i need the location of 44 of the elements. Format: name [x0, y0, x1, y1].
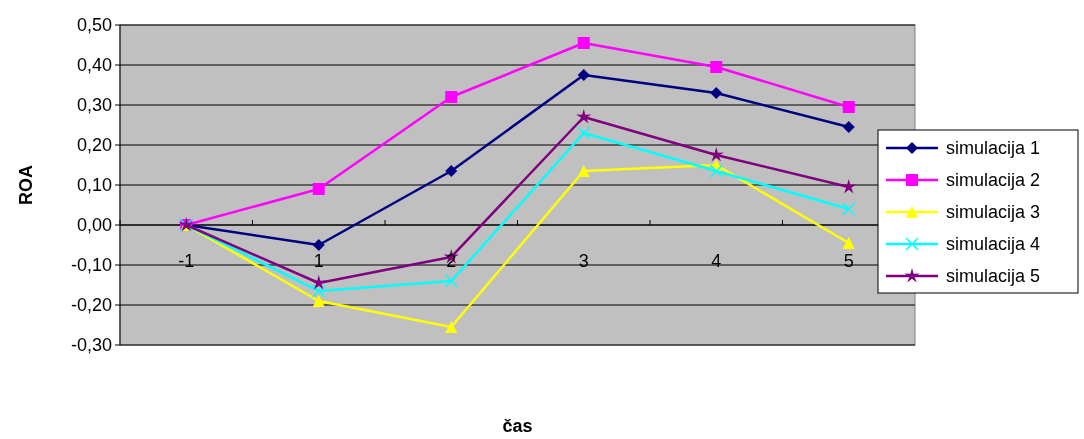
point: [710, 61, 723, 73]
point: [577, 126, 591, 140]
x-tick-label: 1: [313, 251, 324, 271]
x-tick-label: 5: [843, 251, 854, 271]
point: [577, 37, 590, 49]
y-tick-label: -0,30: [70, 335, 112, 356]
y-tick-label: 0,50: [76, 15, 112, 36]
legend-label: simulacija 4: [946, 234, 1041, 255]
x-tick-label: 2: [446, 251, 457, 271]
point: [312, 183, 325, 195]
point: [841, 179, 857, 194]
legend-label: simulacija 5: [946, 266, 1041, 287]
y-tick-label: 0,40: [76, 55, 112, 76]
y-tick-label: -0,10: [70, 255, 112, 276]
y-tick-label: 0,10: [76, 175, 112, 196]
point: [842, 202, 856, 216]
y-tick-label: -0,20: [70, 295, 112, 316]
point: [577, 165, 590, 177]
y-tick-label: 0,20: [76, 135, 112, 156]
point: [842, 101, 855, 113]
legend-label: simulacija 2: [946, 170, 1041, 191]
point: [312, 239, 325, 251]
x-tick-label: 4: [711, 251, 722, 271]
point: [445, 91, 458, 103]
y-tick-label: 0,30: [76, 95, 112, 116]
point: [576, 109, 592, 124]
point: [577, 69, 590, 81]
point: [710, 87, 723, 99]
y-axis-title: ROA: [16, 165, 36, 205]
point: [445, 165, 458, 177]
y-tick-label: 0,00: [76, 215, 112, 236]
point: [444, 274, 458, 288]
point: [312, 284, 326, 298]
point: [709, 164, 723, 178]
point: [312, 295, 325, 307]
legend-label: simulacija 3: [946, 202, 1041, 223]
x-axis-title: čas: [502, 416, 533, 436]
x-tick-label: -1: [178, 251, 195, 271]
point: [842, 121, 855, 133]
point: [311, 275, 327, 290]
x-tick-label: 3: [578, 251, 589, 271]
point: [445, 321, 458, 333]
point: [842, 237, 855, 249]
legend-label: simulacija 1: [946, 138, 1041, 159]
